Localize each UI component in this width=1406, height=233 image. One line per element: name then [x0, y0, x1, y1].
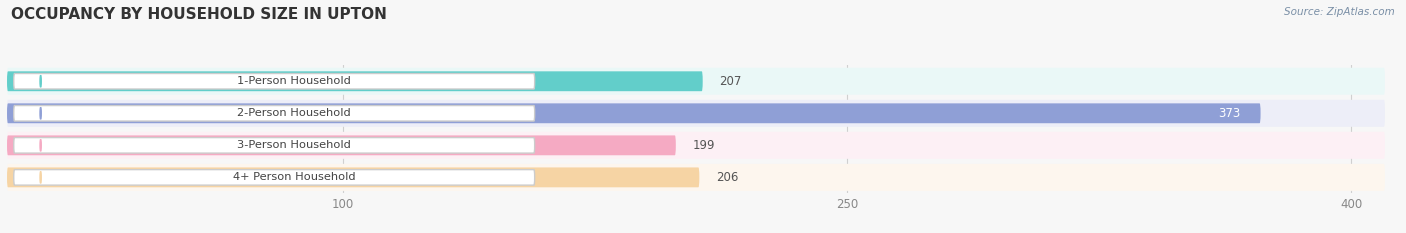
FancyBboxPatch shape: [7, 71, 703, 91]
Text: 2-Person Household: 2-Person Household: [238, 108, 352, 118]
Text: Source: ZipAtlas.com: Source: ZipAtlas.com: [1284, 7, 1395, 17]
FancyBboxPatch shape: [7, 135, 676, 155]
Text: 207: 207: [720, 75, 742, 88]
Text: 4+ Person Household: 4+ Person Household: [233, 172, 356, 182]
Text: OCCUPANCY BY HOUSEHOLD SIZE IN UPTON: OCCUPANCY BY HOUSEHOLD SIZE IN UPTON: [11, 7, 387, 22]
Text: 3-Person Household: 3-Person Household: [238, 140, 352, 150]
Text: 373: 373: [1218, 107, 1240, 120]
FancyBboxPatch shape: [14, 74, 534, 89]
FancyBboxPatch shape: [7, 164, 1385, 191]
FancyBboxPatch shape: [7, 100, 1385, 127]
Text: 1-Person Household: 1-Person Household: [238, 76, 352, 86]
FancyBboxPatch shape: [14, 138, 534, 153]
Text: 199: 199: [693, 139, 716, 152]
FancyBboxPatch shape: [7, 132, 1385, 159]
FancyBboxPatch shape: [7, 168, 699, 187]
FancyBboxPatch shape: [7, 103, 1261, 123]
FancyBboxPatch shape: [14, 106, 534, 121]
FancyBboxPatch shape: [7, 68, 1385, 95]
Text: 206: 206: [716, 171, 738, 184]
FancyBboxPatch shape: [14, 170, 534, 185]
